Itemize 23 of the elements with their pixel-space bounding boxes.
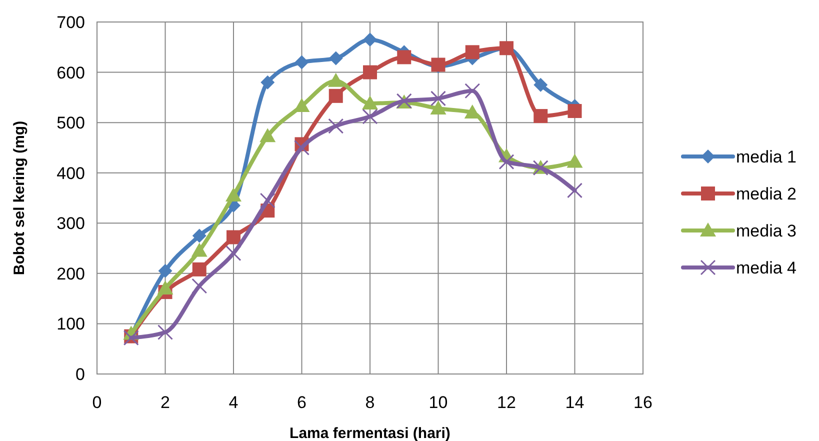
y-axis-title: Bobot sel kering (mg) <box>11 120 28 276</box>
y-tick-label: 200 <box>56 264 85 284</box>
x-axis-title: Lama fermentasi (hari) <box>290 425 450 441</box>
y-tick-label: 300 <box>56 214 85 234</box>
x-tick-label: 4 <box>228 393 238 412</box>
y-tick-label: 100 <box>56 314 85 334</box>
x-tick-label: 0 <box>92 393 102 412</box>
y-tick-label: 400 <box>56 164 85 183</box>
x-tick-label: 16 <box>634 393 652 412</box>
legend-label: media 2 <box>736 184 796 204</box>
x-tick-label: 14 <box>565 393 584 412</box>
legend-label: media 4 <box>736 258 796 278</box>
y-tick-label: 600 <box>56 63 85 82</box>
legend-label: media 1 <box>736 148 796 166</box>
y-tick-label: 0 <box>76 365 85 384</box>
y-tick-label: 700 <box>56 13 85 32</box>
y-tick-label: 500 <box>56 114 85 133</box>
x-tick-label: 8 <box>365 393 375 412</box>
legend-label: media 3 <box>736 222 796 240</box>
x-tick-label: 6 <box>297 393 306 412</box>
x-tick-label: 12 <box>497 393 516 412</box>
x-tick-label: 10 <box>428 393 448 412</box>
x-tick-label: 2 <box>160 393 170 412</box>
